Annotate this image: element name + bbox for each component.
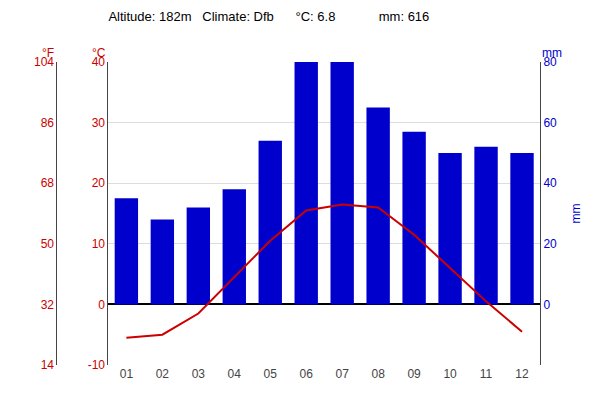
svg-text:20: 20: [543, 237, 557, 251]
svg-text:0: 0: [543, 298, 550, 312]
svg-text:14: 14: [41, 358, 55, 372]
svg-text:02: 02: [156, 367, 170, 381]
svg-text:-10: -10: [88, 358, 106, 372]
svg-text:05: 05: [264, 367, 278, 381]
svg-text:80: 80: [543, 55, 557, 69]
svg-text:11: 11: [480, 367, 493, 381]
svg-text:20: 20: [92, 176, 106, 190]
svg-text:10: 10: [443, 367, 457, 381]
svg-text:0: 0: [98, 298, 105, 312]
svg-text:04: 04: [228, 367, 242, 381]
svg-text:09: 09: [407, 367, 421, 381]
svg-text:03: 03: [192, 367, 206, 381]
svg-text:32: 32: [41, 298, 55, 312]
svg-text:°C: °C: [92, 46, 106, 60]
svg-text:104: 104: [34, 55, 54, 69]
svg-text:40: 40: [92, 55, 106, 69]
svg-text:12: 12: [515, 367, 529, 381]
svg-text:30: 30: [92, 116, 106, 130]
svg-text:mm: mm: [569, 204, 583, 224]
svg-text:50: 50: [41, 237, 55, 251]
svg-text:68: 68: [41, 176, 55, 190]
svg-text:01: 01: [120, 367, 134, 381]
svg-text:86: 86: [41, 116, 55, 130]
svg-text:mm: mm: [542, 46, 562, 60]
svg-text:40: 40: [543, 176, 557, 190]
svg-text:Altitude: 182m Climate: Dfb: Altitude: 182m Climate: Dfb °C: 6.8 mm: …: [108, 9, 429, 24]
svg-text:10: 10: [92, 237, 106, 251]
svg-text:08: 08: [371, 367, 385, 381]
svg-text:06: 06: [300, 367, 314, 381]
svg-text:60: 60: [543, 116, 557, 130]
svg-text:°F: °F: [42, 46, 54, 60]
svg-text:07: 07: [336, 367, 350, 381]
